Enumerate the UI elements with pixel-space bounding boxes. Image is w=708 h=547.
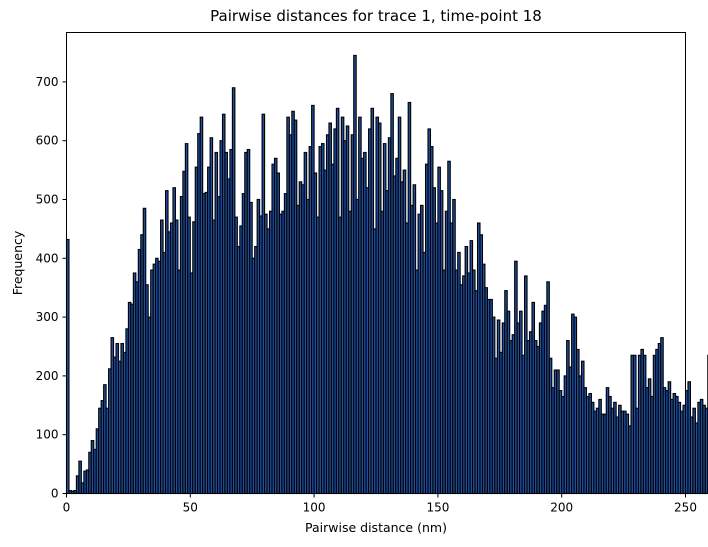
y-tick-label: 600	[36, 134, 59, 148]
y-tick-label: 700	[36, 75, 59, 89]
x-tick-label: 150	[426, 501, 449, 515]
x-tick-label: 100	[303, 501, 326, 515]
x-axis-label: Pairwise distance (nm)	[305, 520, 447, 535]
bars-group	[65, 54, 708, 495]
chart-title: Pairwise distances for trace 1, time-poi…	[210, 7, 542, 25]
y-axis-label: Frequency	[10, 230, 25, 295]
axes-frame	[66, 32, 686, 494]
x-tick-label: 250	[674, 501, 697, 515]
x-tick-label: 50	[183, 501, 198, 515]
y-tick-label: 500	[36, 192, 59, 206]
x-tick-label: 200	[550, 501, 573, 515]
y-tick-label: 100	[36, 428, 59, 442]
y-tick-label: 0	[51, 487, 59, 501]
y-tick-label: 200	[36, 369, 59, 383]
y-axis-ticks: 0 100 200 300 400 500 600 700	[36, 75, 67, 501]
x-tick-label: 0	[63, 501, 71, 515]
y-tick-label: 400	[36, 251, 59, 265]
x-axis-ticks: 0 50 100 150 200 250	[63, 493, 697, 515]
y-tick-label: 300	[36, 310, 59, 324]
